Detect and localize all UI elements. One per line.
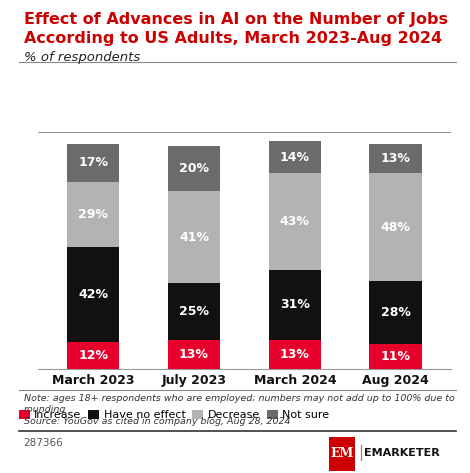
Text: 29%: 29% bbox=[78, 208, 108, 221]
Bar bbox=[168, 146, 220, 191]
Text: 14%: 14% bbox=[280, 151, 310, 164]
Text: 48%: 48% bbox=[381, 220, 411, 234]
Bar bbox=[67, 342, 119, 369]
Text: According to US Adults, March 2023-Aug 2024: According to US Adults, March 2023-Aug 2… bbox=[24, 31, 442, 46]
Text: 13%: 13% bbox=[179, 348, 209, 361]
Text: % of respondents: % of respondents bbox=[24, 51, 140, 63]
Bar bbox=[369, 344, 422, 369]
Text: 25%: 25% bbox=[179, 305, 209, 318]
Text: 11%: 11% bbox=[381, 350, 411, 363]
Bar bbox=[369, 173, 422, 281]
Bar bbox=[369, 281, 422, 344]
Text: 17%: 17% bbox=[78, 157, 108, 169]
Text: 42%: 42% bbox=[78, 288, 108, 301]
Text: 20%: 20% bbox=[179, 162, 209, 175]
Bar bbox=[369, 144, 422, 173]
Bar bbox=[67, 182, 119, 247]
Text: EM: EM bbox=[330, 447, 353, 460]
Legend: Increase, Have no effect, Decrease, Not sure: Increase, Have no effect, Decrease, Not … bbox=[14, 405, 334, 425]
Text: EMARKETER: EMARKETER bbox=[364, 448, 440, 458]
Text: 13%: 13% bbox=[381, 152, 411, 165]
Bar bbox=[168, 191, 220, 283]
Text: 41%: 41% bbox=[179, 231, 209, 244]
Bar bbox=[269, 270, 321, 340]
Text: |: | bbox=[358, 445, 363, 461]
Text: 13%: 13% bbox=[280, 348, 310, 361]
Text: Effect of Advances in AI on the Number of Jobs: Effect of Advances in AI on the Number o… bbox=[24, 12, 447, 27]
Text: Source: YouGov as cited in company blog, Aug 28, 2024: Source: YouGov as cited in company blog,… bbox=[24, 417, 290, 426]
Bar bbox=[168, 283, 220, 340]
Text: rounding: rounding bbox=[24, 405, 66, 414]
Bar bbox=[67, 247, 119, 342]
Bar bbox=[269, 340, 321, 369]
Bar bbox=[269, 173, 321, 270]
Text: 28%: 28% bbox=[381, 306, 411, 319]
Text: Note: ages 18+ respondents who are employed; numbers may not add up to 100% due : Note: ages 18+ respondents who are emplo… bbox=[24, 394, 454, 403]
Text: 12%: 12% bbox=[78, 349, 108, 362]
Bar bbox=[67, 144, 119, 182]
Text: 287366: 287366 bbox=[24, 438, 63, 447]
Bar bbox=[269, 141, 321, 173]
Bar bbox=[168, 340, 220, 369]
Text: 43%: 43% bbox=[280, 215, 310, 228]
Text: 31%: 31% bbox=[280, 298, 310, 311]
